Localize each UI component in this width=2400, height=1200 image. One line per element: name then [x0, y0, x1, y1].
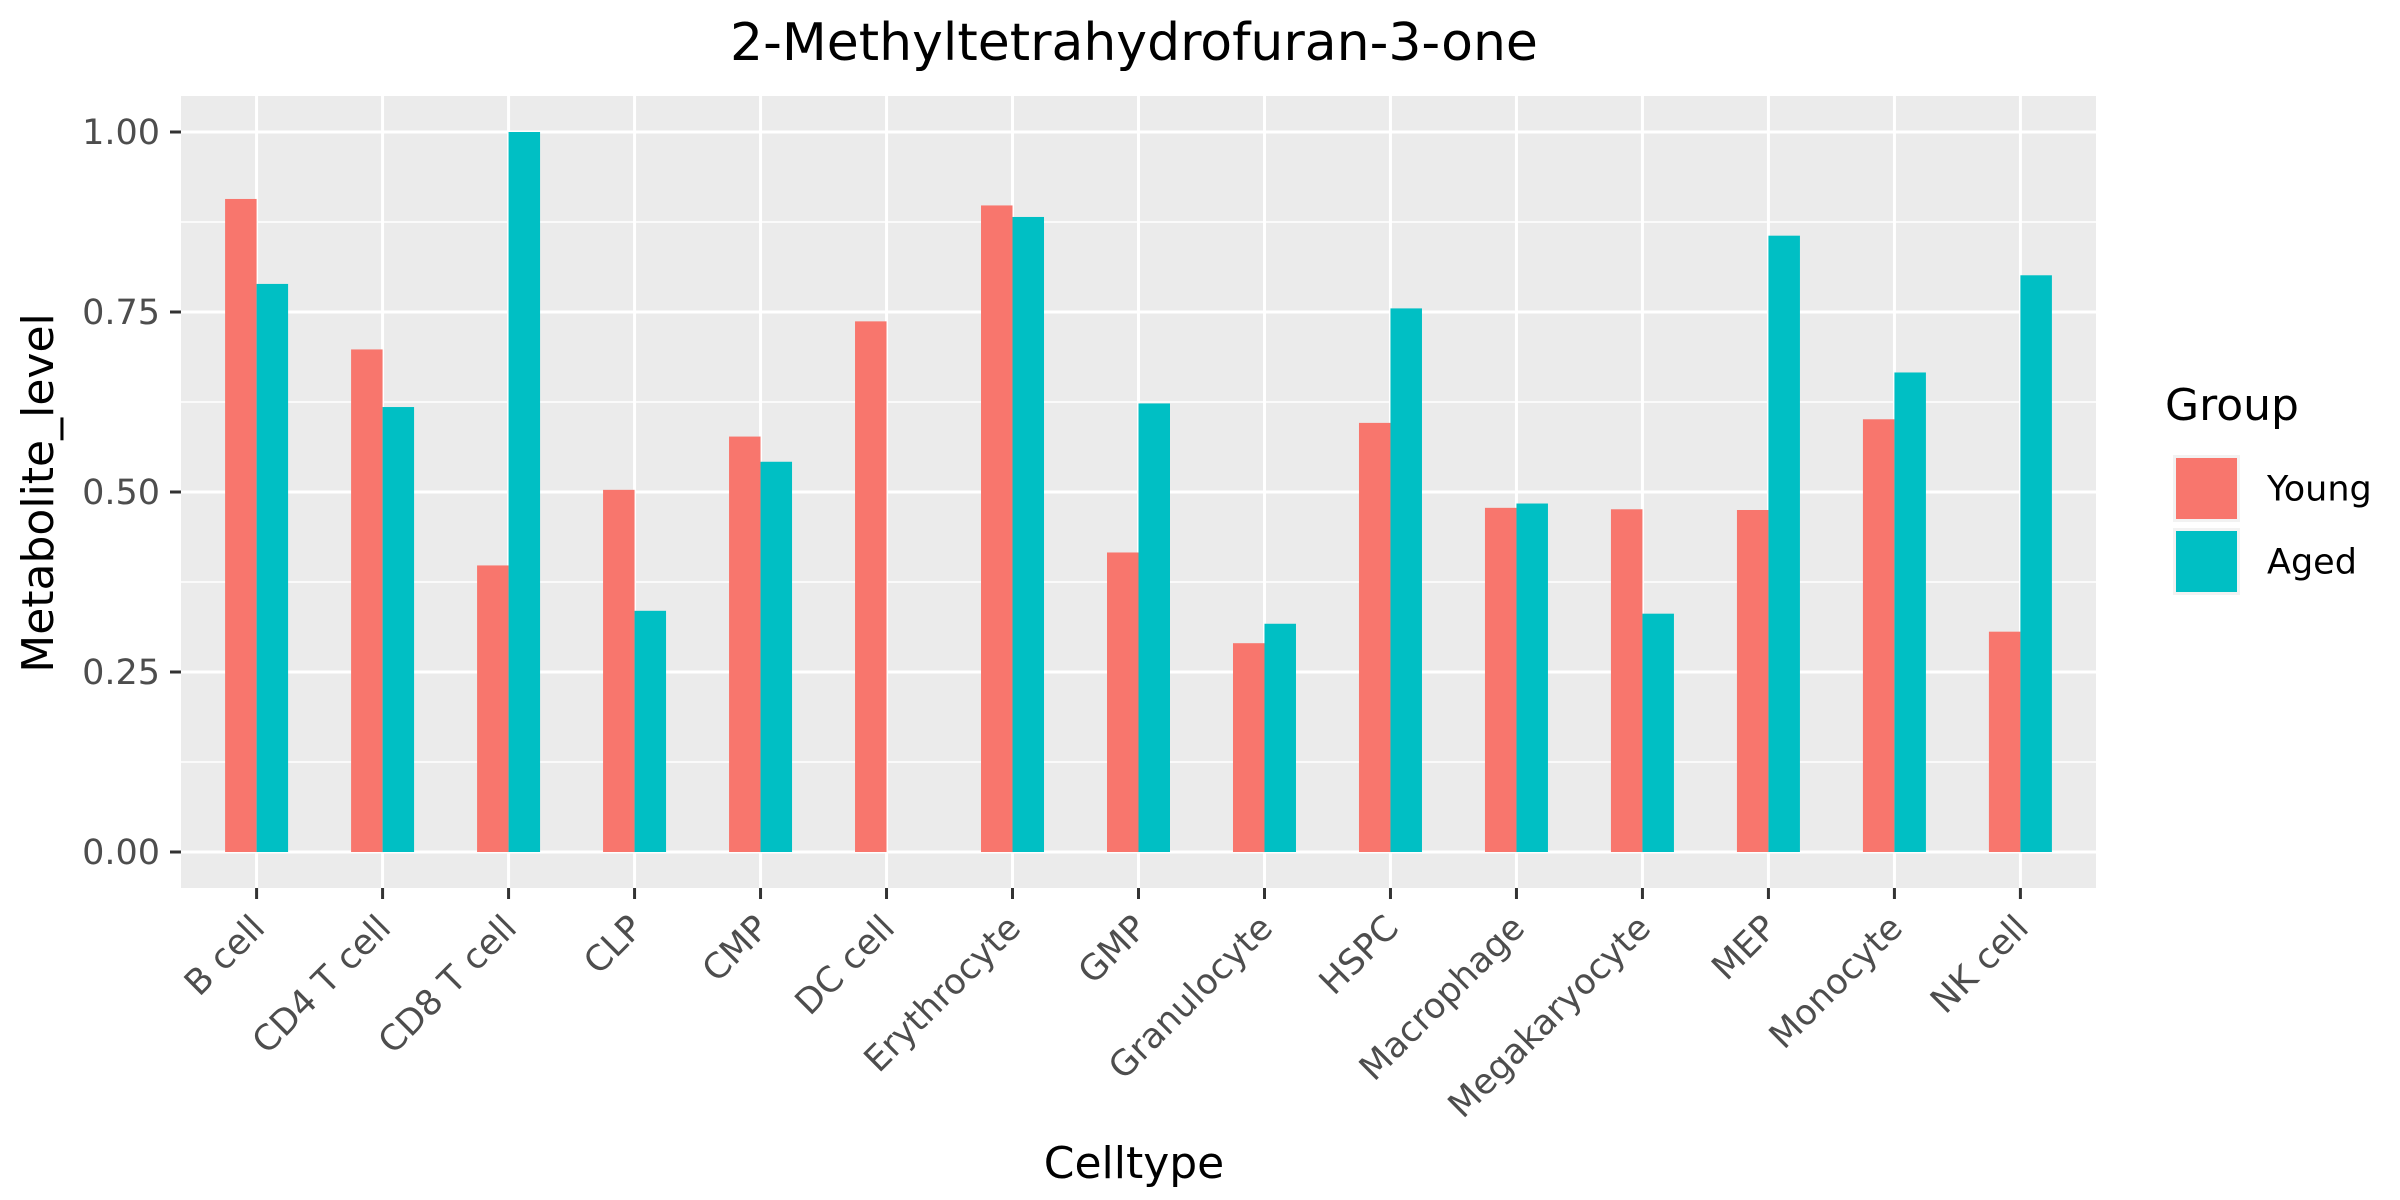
legend-swatch-aged — [2176, 531, 2237, 592]
legend-title: Group — [2165, 380, 2299, 431]
bar-aged-cd4-t-cell — [382, 407, 415, 852]
y-tick-label: 0.50 — [82, 473, 160, 513]
bar-young-cmp — [729, 436, 761, 852]
x-tick-label: DC cell — [788, 908, 903, 1023]
bar-aged-clp — [634, 610, 667, 852]
legend-items: Young Aged — [2173, 455, 2372, 595]
y-tick-label: 1.00 — [82, 113, 160, 153]
x-tick-label: CLP — [577, 908, 651, 982]
bar-young-nk-cell — [1988, 631, 2021, 852]
y-tick-label: 0.00 — [82, 833, 160, 873]
bars-group — [225, 132, 2052, 852]
bar-young-cd8-t-cell — [477, 565, 509, 852]
bar-young-cd4-t-cell — [351, 349, 383, 852]
y-tick-label: 0.25 — [82, 653, 160, 693]
x-tick-label: B cell — [177, 908, 273, 1004]
bar-aged-macrophage — [1516, 503, 1548, 852]
bar-young-monocyte — [1862, 419, 1895, 852]
bar-young-clp — [603, 489, 635, 852]
legend-label-young: Young — [2266, 470, 2372, 510]
x-tick-label: MEP — [1705, 908, 1785, 988]
bar-aged-granulocyte — [1264, 623, 1296, 852]
x-tick-label: CD8 T cell — [371, 908, 525, 1062]
legend-swatch-young — [2176, 458, 2237, 519]
chart-title: 2-Methyltetrahydrofuran-3-one — [730, 13, 1538, 73]
bar-young-hspc — [1358, 422, 1391, 852]
bar-aged-b-cell — [256, 283, 289, 852]
bar-aged-nk-cell — [2020, 275, 2052, 852]
bar-young-b-cell — [225, 198, 257, 852]
y-axis: 0.00 0.25 0.50 0.75 1.00 — [82, 113, 181, 873]
legend: Group Young Aged — [2165, 380, 2372, 595]
x-tick-label: GMP — [1071, 908, 1155, 992]
bar-aged-erythrocyte — [1012, 216, 1045, 852]
bar-aged-cmp — [760, 461, 793, 852]
bar-young-dc-cell — [855, 321, 887, 852]
bar-young-granulocyte — [1232, 643, 1265, 852]
x-axis-title: Celltype — [1044, 1138, 1225, 1189]
legend-label-aged: Aged — [2267, 543, 2357, 583]
bar-young-megakaryocyte — [1610, 509, 1643, 852]
bar-young-macrophage — [1484, 507, 1517, 852]
bar-aged-megakaryocyte — [1642, 613, 1674, 852]
x-tick-label: Monocyte — [1762, 908, 1911, 1057]
bar-aged-monocyte — [1894, 372, 1926, 852]
x-tick-label: CMP — [695, 908, 777, 990]
bar-young-erythrocyte — [981, 205, 1013, 852]
y-tick-label: 0.75 — [82, 293, 160, 333]
x-tick-label: NK cell — [1923, 908, 2036, 1021]
bar-young-mep — [1736, 510, 1769, 852]
y-axis-title: Metabolite_level — [13, 313, 64, 673]
bar-young-gmp — [1107, 552, 1139, 852]
bar-aged-gmp — [1138, 403, 1170, 852]
bar-aged-mep — [1768, 235, 1800, 852]
bar-aged-hspc — [1390, 308, 1422, 852]
x-tick-label: HSPC — [1312, 908, 1407, 1003]
bar-aged-cd8-t-cell — [508, 132, 541, 852]
